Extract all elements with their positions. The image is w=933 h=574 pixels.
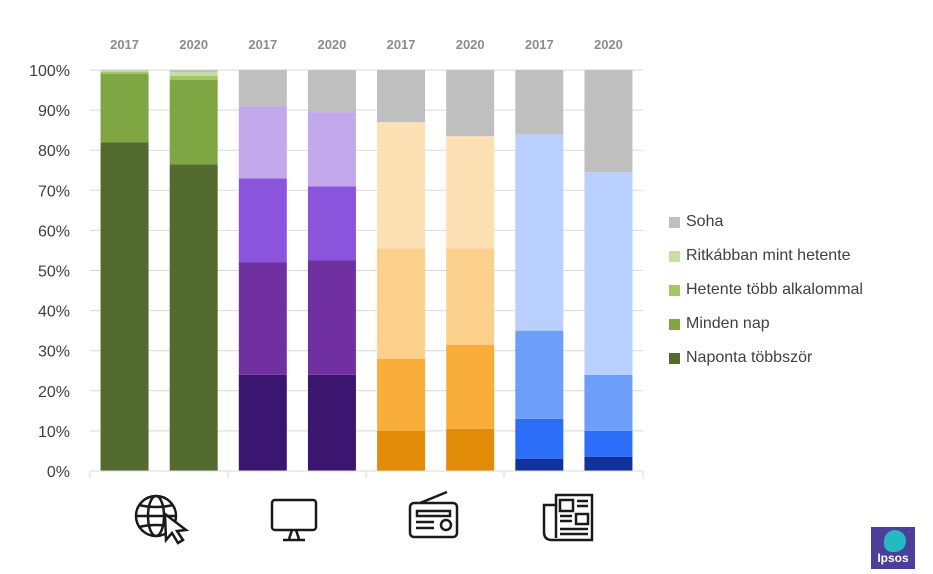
bar-segment-hetente-több-alkalommal [515,330,564,419]
bar-segment-soha [515,70,564,135]
bar-segment-naponta-többször [169,164,218,472]
legend-swatch [669,318,680,330]
y-tick-label: 70% [38,183,70,200]
y-tick-label: 20% [38,384,70,401]
y-tick-label: 90% [38,103,70,120]
bar-segment-ritkábban-mint-hetente [584,172,633,375]
legend-item: Soha [669,205,863,239]
bar-segment-minden-nap [100,74,149,143]
year-label: 2020 [594,37,623,52]
year-labels: 2017 2020 2017 2020 2017 2020 2017 2020 [110,37,623,52]
bar-segment-hetente-több-alkalommal [238,178,287,263]
legend-label: Soha [686,213,724,230]
bar-segment-soha [446,70,495,137]
bar-segment-hetente-több-alkalommal [100,72,149,75]
bar-segment-ritkábban-mint-hetente [515,134,564,331]
bar-segment-ritkábban-mint-hetente [446,136,495,249]
legend-swatch [669,250,680,262]
globe-cursor-icon [134,494,190,545]
year-label: 2020 [456,37,485,52]
logo-text: Ipsos [877,551,909,565]
bar-segment-hetente-több-alkalommal [584,374,633,431]
bar-segment-soha [377,70,426,123]
bar-segment-minden-nap [238,262,287,375]
bar-segment-minden-nap [584,430,633,457]
y-tick-label: 60% [38,223,70,240]
bar-segment-ritkábban-mint-hetente [377,122,426,249]
bar-segment-naponta-többször [515,458,564,471]
bar-segment-hetente-több-alkalommal [307,186,356,261]
bar-segment-minden-nap [446,344,495,429]
year-label: 2017 [525,37,554,52]
bar-segment-hetente-több-alkalommal [446,248,495,345]
y-tick-label: 30% [38,344,70,361]
bars [100,70,633,472]
bar-segment-minden-nap [515,418,564,459]
y-tick-label: 0% [47,464,70,481]
bar-segment-naponta-többször [100,142,149,471]
year-label: 2017 [387,37,416,52]
logo-mark [884,530,906,552]
bar-segment-soha [100,70,149,71]
legend-label: Hetente több alkalommal [686,281,863,298]
legend-item: Ritkábban mint hetente [669,239,863,273]
legend-label: Ritkábban mint hetente [686,247,851,264]
bar-segment-ritkábban-mint-hetente [238,106,287,179]
y-tick-label: 50% [38,264,70,281]
bar-segment-ritkábban-mint-hetente [307,112,356,187]
year-label: 2020 [317,37,346,52]
legend-label: Naponta többször [686,349,813,366]
bar-segment-soha [307,70,356,113]
year-label: 2020 [179,37,208,52]
group-separators [89,471,644,478]
bar-segment-minden-nap [307,260,356,375]
legend-item: Naponta többször [669,341,863,375]
legend-swatch [669,216,680,228]
y-axis-ticks: 0% 10% 20% 30% 40% 50% 60% 70% 80% 90% 100% [29,63,70,481]
y-tick-label: 40% [38,304,70,321]
y-tick-label: 100% [29,63,70,80]
bar-segment-ritkábban-mint-hetente [169,72,218,77]
bar-segment-naponta-többször [446,428,495,471]
legend-swatch [669,352,680,364]
y-tick-label: 10% [38,424,70,441]
legend: Soha Ritkábban mint hetente Hetente több a… [669,205,863,375]
ipsos-logo: Ipsos [871,527,915,569]
bar-segment-ritkábban-mint-hetente [100,70,149,73]
legend-item: Hetente több alkalommal [669,273,863,307]
legend-item: Minden nap [669,307,863,341]
bar-segment-naponta-többször [584,456,633,471]
legend-swatch [669,284,680,296]
monitor-icon [270,498,318,542]
year-label: 2017 [110,37,139,52]
year-label: 2017 [248,37,277,52]
bar-segment-hetente-több-alkalommal [169,76,218,81]
bar-segment-soha [169,70,218,73]
bar-segment-soha [584,70,633,173]
bar-segment-naponta-többször [238,374,287,471]
bar-segment-minden-nap [169,80,218,165]
bar-segment-naponta-többször [377,430,426,471]
bar-segment-naponta-többször [307,374,356,471]
bar-segment-minden-nap [377,358,426,431]
newspaper-icon [542,493,594,542]
bar-segment-soha [238,70,287,107]
legend-label: Minden nap [686,315,770,332]
radio-icon [408,490,459,539]
y-tick-label: 80% [38,143,70,160]
bar-segment-hetente-több-alkalommal [377,248,426,359]
